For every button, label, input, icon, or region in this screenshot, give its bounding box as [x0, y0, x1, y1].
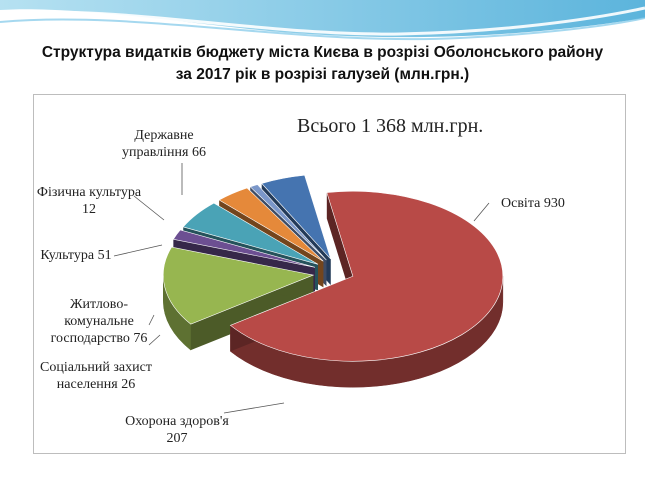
data-label: 12 — [82, 202, 96, 217]
leader-line — [223, 402, 285, 414]
data-label: Соціальний захист — [40, 360, 152, 375]
leader-line — [473, 202, 490, 222]
label-освіта: Освіта 930 — [473, 196, 565, 222]
slice-соціальний-захист-населення — [172, 229, 316, 268]
data-label: Охорона здоров'я — [125, 414, 229, 429]
label-культура: Культура 51 — [40, 244, 163, 263]
label-житлово-комунальне-господарство: Житлово-комунальне господарство 76 — [51, 297, 155, 346]
data-label: населення 26 — [57, 377, 135, 392]
slice-житлово-комунальне-господарство — [182, 202, 319, 265]
decorative-banner — [0, 0, 645, 41]
label-охорона-здоров-я: Охорона здоров'я 207 — [125, 402, 285, 446]
data-label: Житлово- — [70, 297, 128, 312]
slice-державне-управління — [261, 174, 331, 260]
total-label: Всього 1 368 млн.грн. — [297, 115, 483, 137]
pie-tops — [162, 174, 504, 362]
slide-title: Структура видатків бюджету міста Києва в… — [10, 42, 635, 86]
pie-chart: Всього 1 368 млн.грн. Освіта 930 Охорона з… — [37, 115, 565, 446]
slice-охорона-здоров-я — [162, 246, 315, 325]
chart-frame: Всього 1 368 млн.грн. Освіта 930 Охорона з… — [33, 94, 626, 454]
data-label: Державне — [134, 128, 193, 143]
data-label: Освіта 930 — [501, 196, 565, 211]
leader-line — [148, 314, 155, 326]
slice-культура — [218, 187, 324, 262]
leader-line — [133, 195, 165, 221]
slice-cut-0-0 — [326, 192, 353, 303]
leader-line — [148, 334, 161, 346]
slide-title-line-1: Структура видатків бюджету міста Києва в… — [41, 44, 604, 61]
label-соціальний-захист-населення: Соціальний захист населення 26 — [40, 334, 161, 392]
data-label: Культура 51 — [40, 248, 111, 263]
data-label: комунальне — [64, 314, 134, 329]
label-державне-управління: Державне управління 66 — [122, 128, 206, 195]
data-label: Фізична культура — [37, 185, 142, 200]
data-label: управління 66 — [122, 145, 206, 160]
data-label: господарство 76 — [51, 331, 148, 346]
slice-фізична-культура — [249, 184, 327, 261]
data-label: 207 — [167, 431, 188, 446]
label-фізична-культура: Фізична культура 12 — [37, 185, 165, 221]
slide-title-line-2: за 2017 рік в розрізі галузей (млн.грн.) — [175, 66, 470, 83]
leader-line — [113, 244, 163, 257]
slice-освіта — [229, 190, 504, 362]
